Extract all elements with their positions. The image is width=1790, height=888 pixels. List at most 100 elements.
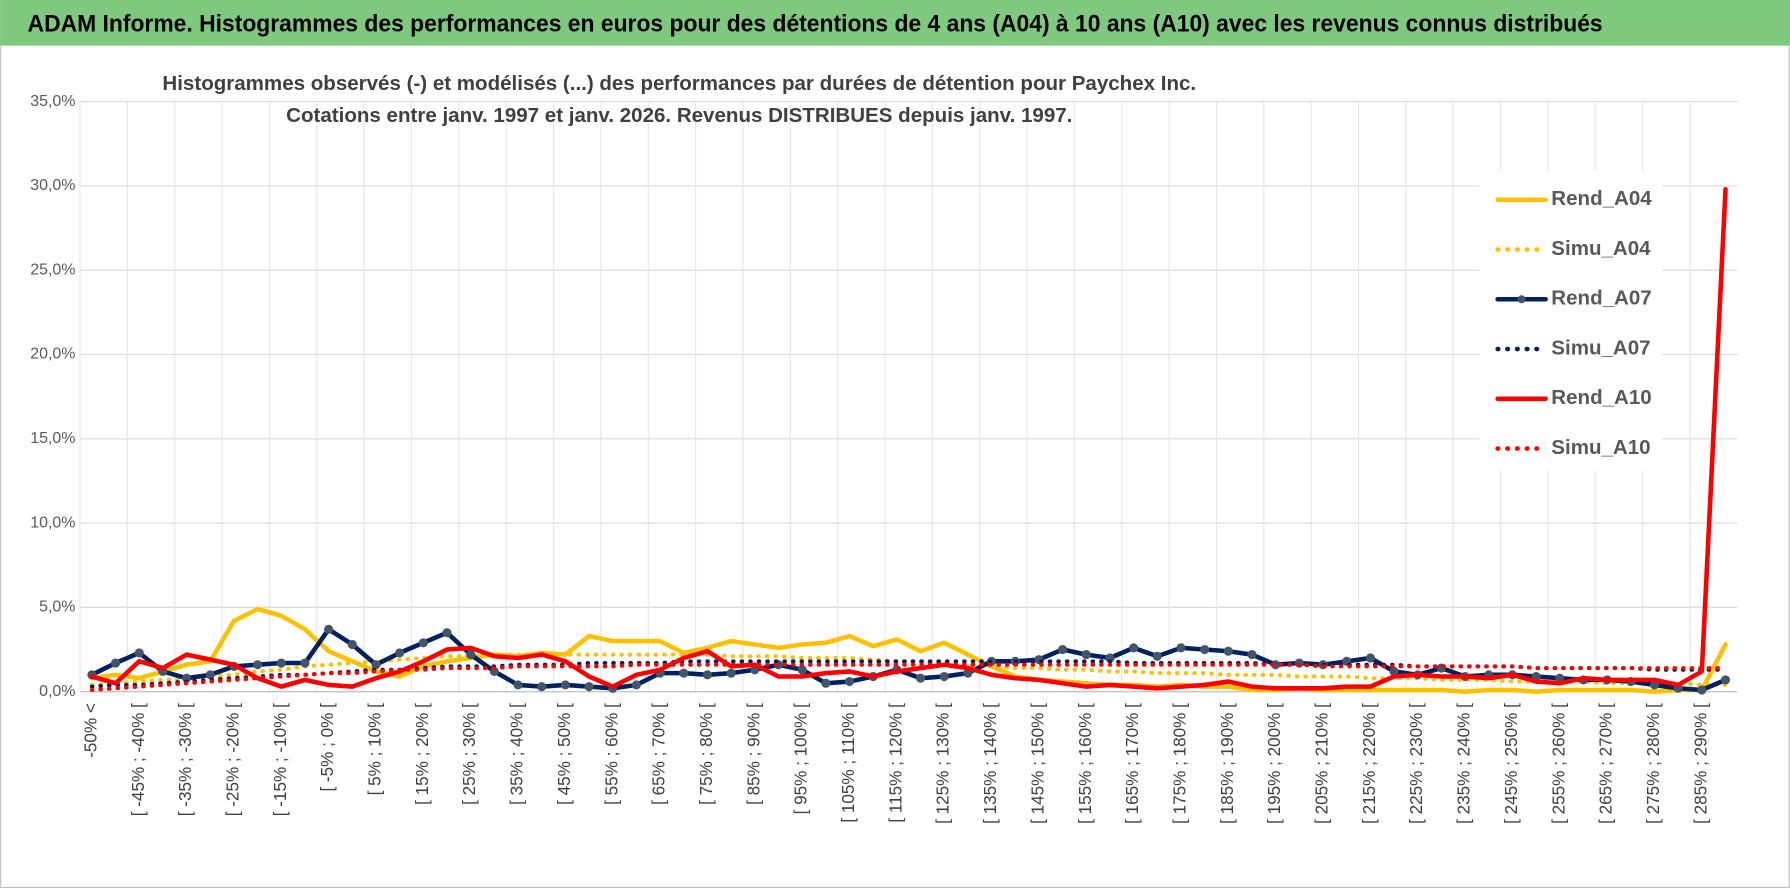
series-marker [110, 658, 121, 668]
title-box [171, 66, 1188, 133]
x-tick-label: [ -25% ; -20% [ [223, 703, 242, 816]
x-tick-label: [ 275% ; 280% [ [1644, 703, 1663, 824]
series-marker [1058, 644, 1068, 655]
y-tick-label: 10,0% [30, 514, 75, 531]
legend-marker [1517, 295, 1526, 304]
x-tick-label: [ -45% ; -40% [ [129, 703, 148, 816]
x-tick-label: [ 215% ; 220% [ [1360, 703, 1379, 824]
x-tick-label: [ 5% ; 10% [ [366, 703, 385, 795]
series-marker [584, 682, 594, 692]
chart-title: Histogrammes observés (-) et modélisés (… [162, 72, 1196, 95]
series-marker [631, 680, 641, 690]
series-marker [466, 650, 476, 660]
x-tick-label: [ 45% ; 50% [ [555, 703, 574, 805]
series-marker [253, 660, 263, 670]
series-marker [726, 668, 736, 678]
x-tick-label: [ 225% ; 230% [ [1407, 703, 1426, 824]
series-marker [324, 624, 334, 634]
x-tick-label: [ 115% ; 120% [ [886, 703, 905, 823]
series-marker [1697, 685, 1707, 695]
header-title: ADAM Informe. Histogrammes des performan… [28, 10, 1603, 37]
x-tick-label: [ -15% ; -10% [ [271, 703, 290, 816]
series-marker [1720, 675, 1731, 685]
series-line [89, 652, 1728, 687]
series-marker [134, 648, 144, 658]
series-marker [418, 638, 428, 648]
series-line [89, 186, 1728, 691]
x-tick-label: [ 155% ; 160% [ [1076, 703, 1095, 824]
series-marker [442, 628, 452, 638]
y-tick-label: 30,0% [30, 177, 75, 194]
series-marker [1129, 643, 1139, 653]
chart-subtitle: Cotations entre janv. 1997 et janv. 2026… [286, 104, 1072, 127]
x-tick-label: [ 255% ; 260% [ [1549, 703, 1568, 824]
series-marker [560, 680, 570, 690]
series-marker [1176, 643, 1186, 653]
y-tick-label: 35,0% [30, 93, 75, 110]
series-marker [915, 673, 926, 683]
x-tick-label: [ 195% ; 200% [ [1265, 703, 1284, 824]
series-marker [821, 678, 831, 688]
x-tick-label: [ 125% ; 130% [ [934, 703, 953, 824]
x-tick-label: [ 15% ; 20% [ [413, 703, 432, 805]
y-tick-label: 0,0% [39, 683, 75, 700]
series-marker [205, 670, 215, 680]
legend-label: Rend_A07 [1551, 287, 1651, 310]
series-marker [1200, 644, 1210, 655]
series-marker [1152, 651, 1162, 661]
x-tick-label: [ 145% ; 150% [ [1028, 703, 1047, 824]
series-line [89, 606, 1728, 694]
legend-label: Simu_A04 [1551, 237, 1651, 260]
series-marker [679, 668, 689, 678]
y-tick-label: 25,0% [30, 261, 75, 278]
x-tick-label: [ 25% ; 30% [ [460, 703, 479, 805]
x-tick-label: [ -35% ; -30% [ [176, 703, 195, 816]
x-tick-label: [ 245% ; 250% [ [1502, 703, 1521, 824]
legend-label: Rend_A04 [1551, 187, 1652, 210]
legend-box [1479, 171, 1663, 471]
series-marker [1365, 653, 1375, 663]
series-marker [939, 671, 949, 682]
x-tick-label: [ 165% ; 170% [ [1123, 703, 1142, 824]
x-tick-label: [ 35% ; 40% [ [508, 703, 527, 805]
x-tick-label: [ 185% ; 190% [ [1218, 703, 1237, 824]
x-tick-label: [ 75% ; 80% [ [697, 703, 716, 805]
x-tick-label: -50% < [81, 703, 100, 758]
series-marker [371, 660, 381, 670]
x-tick-label: [ 205% ; 210% [ [1313, 703, 1332, 824]
series-marker [300, 658, 310, 668]
series-line [89, 627, 1728, 693]
x-tick-label: [ 135% ; 140% [ [981, 703, 1000, 824]
series-marker [513, 680, 523, 690]
x-tick-label: [ -5% ; 0% [ [318, 703, 337, 792]
y-tick-label: 20,0% [30, 346, 75, 363]
legend-label: Simu_A10 [1551, 436, 1650, 459]
x-tick-label: [ 95% ; 100% [ [792, 703, 811, 815]
x-tick-label: [ 285% ; 290% [ [1691, 703, 1710, 824]
y-tick-label: 15,0% [30, 430, 75, 447]
x-tick-label: [ 65% ; 70% [ [650, 703, 669, 805]
x-tick-label: [ 175% ; 180% [ [1170, 703, 1189, 824]
series-marker [702, 670, 713, 680]
series-marker [1247, 650, 1257, 660]
x-tick-label: [ 55% ; 60% [ [602, 703, 621, 805]
series-marker [537, 682, 547, 692]
series-marker [797, 665, 807, 675]
legend-label: Simu_A07 [1551, 336, 1650, 359]
x-tick-label: [ 235% ; 240% [ [1455, 703, 1474, 824]
series-marker [276, 658, 286, 668]
series-line [89, 662, 1728, 692]
x-tick-label: [ 85% ; 90% [ [744, 703, 763, 805]
series-marker [844, 676, 855, 687]
header-bar [0, 0, 1790, 46]
series-marker [1081, 650, 1091, 660]
series-marker [395, 648, 405, 658]
legend-label: Rend_A10 [1551, 386, 1651, 409]
x-tick-label: [ 105% ; 110% [ [839, 703, 858, 823]
y-tick-label: 5,0% [39, 599, 75, 616]
x-tick-label: [ 265% ; 270% [ [1597, 703, 1616, 824]
series-marker [1223, 646, 1233, 656]
series-marker [347, 639, 357, 650]
